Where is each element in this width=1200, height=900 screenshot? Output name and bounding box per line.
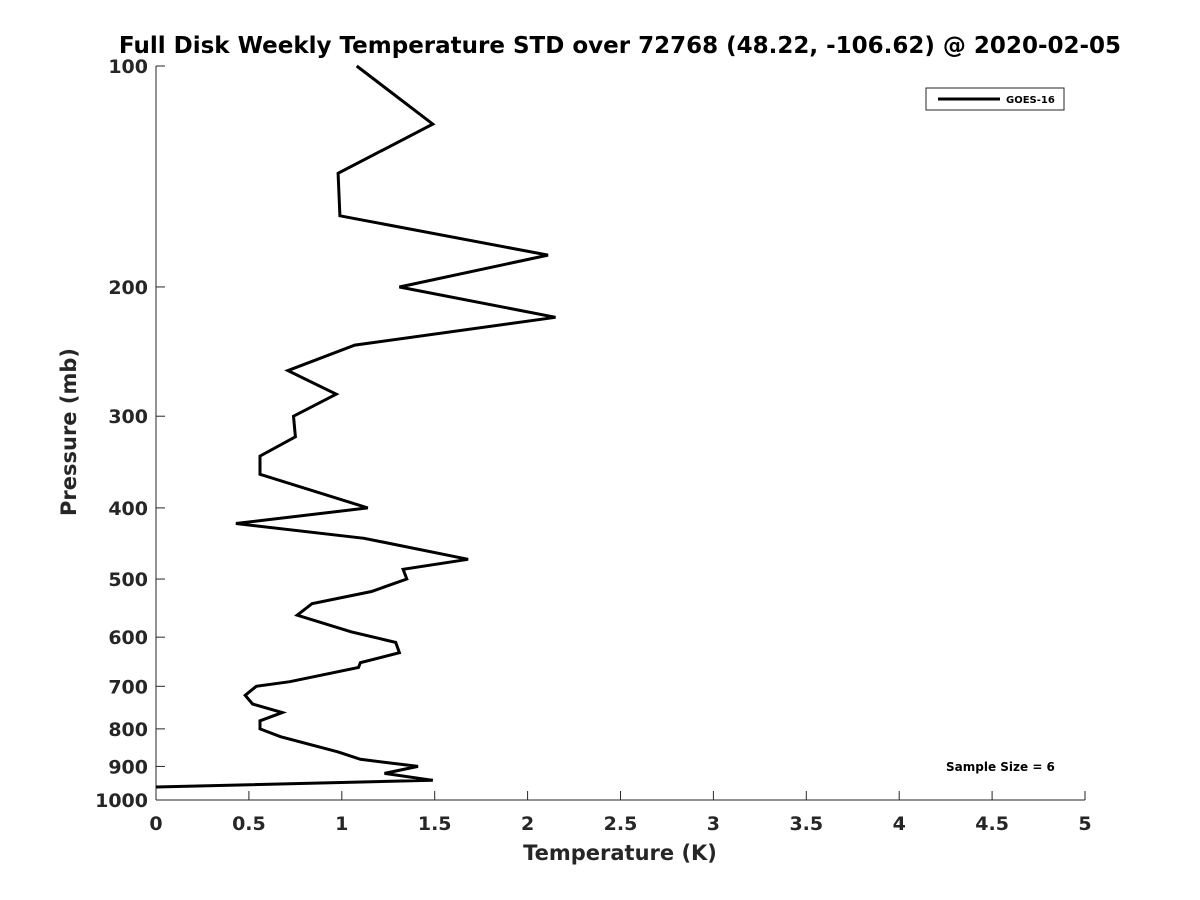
sample-size-annotation: Sample Size = 6 bbox=[946, 760, 1055, 774]
x-tick-label: 4 bbox=[893, 813, 906, 835]
y-tick-label: 300 bbox=[108, 406, 148, 428]
series-line-goes-16 bbox=[155, 64, 556, 789]
y-tick-label: 200 bbox=[108, 277, 148, 299]
y-tick-label: 100 bbox=[108, 56, 148, 78]
x-tick-label: 4.5 bbox=[975, 813, 1009, 835]
x-tick-label: 2 bbox=[521, 813, 534, 835]
x-tick-label: 0.5 bbox=[232, 813, 266, 835]
legend: GOES-16 bbox=[925, 87, 1065, 111]
y-tick-label: 800 bbox=[108, 719, 148, 741]
x-tick-label: 2.5 bbox=[604, 813, 638, 835]
y-tick-label: 500 bbox=[108, 569, 148, 591]
x-axis-ticks: 0 0.5 1 1.5 2 2.5 3 3.5 4 4.5 5 bbox=[149, 791, 1092, 835]
x-tick-label: 3.5 bbox=[789, 813, 823, 835]
y-tick-label: 700 bbox=[108, 676, 148, 698]
y-tick-label: 600 bbox=[108, 627, 148, 649]
y-tick-label: 1000 bbox=[95, 790, 148, 812]
y-axis-ticks: 100 200 300 400 500 600 700 800 900 1000 bbox=[95, 56, 165, 812]
y-tick-label: 400 bbox=[108, 498, 148, 520]
x-tick-label: 1.5 bbox=[418, 813, 452, 835]
x-tick-label: 0 bbox=[149, 813, 162, 835]
y-tick-label: 900 bbox=[108, 756, 148, 778]
x-tick-label: 1 bbox=[335, 813, 348, 835]
y-axis-label: Pressure (mb) bbox=[57, 348, 81, 516]
x-axis-label: Temperature (K) bbox=[523, 841, 717, 865]
x-tick-label: 5 bbox=[1078, 813, 1091, 835]
series-lines bbox=[155, 64, 556, 789]
x-tick-label: 3 bbox=[707, 813, 720, 835]
chart-title: Full Disk Weekly Temperature STD over 72… bbox=[119, 33, 1121, 59]
legend-entry-goes-16: GOES-16 bbox=[1006, 95, 1055, 106]
